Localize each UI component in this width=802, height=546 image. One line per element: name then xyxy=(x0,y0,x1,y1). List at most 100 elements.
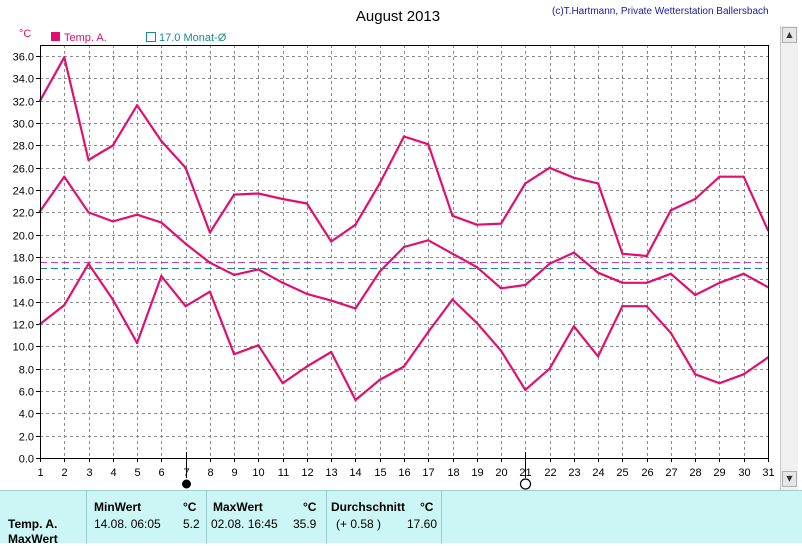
y-tick-label: 18.0 xyxy=(13,253,34,265)
data-point-avg xyxy=(112,220,114,222)
x-tick-label: 17 xyxy=(422,467,434,479)
x-tick-label: 8 xyxy=(207,467,213,479)
y-tick-label: 24.0 xyxy=(13,186,34,198)
data-point-max xyxy=(330,240,332,242)
data-point-max xyxy=(670,209,672,211)
data-point-max xyxy=(403,135,405,137)
x-tick-label: 12 xyxy=(301,467,313,479)
y-tick-label: 8.0 xyxy=(19,365,34,377)
y-tick-label: 2.0 xyxy=(19,432,34,444)
x-tick-label: 31 xyxy=(762,467,774,479)
data-point-min xyxy=(476,322,478,324)
x-tick-label: 5 xyxy=(134,467,140,479)
data-point-min xyxy=(548,368,550,370)
data-point-avg xyxy=(427,239,429,241)
data-point-min xyxy=(646,305,648,307)
legend: Temp. A. 17.0 Monat-Ø xyxy=(51,32,227,44)
avg-header: Durchschnitt xyxy=(331,500,405,514)
data-point-avg xyxy=(257,268,259,270)
x-tick-label: 15 xyxy=(374,467,386,479)
data-point-min xyxy=(500,350,502,352)
data-point-min xyxy=(354,399,356,401)
series-line-min xyxy=(40,264,768,400)
x-tick-label: 11 xyxy=(278,467,289,479)
data-point-min xyxy=(282,382,284,384)
data-point-avg xyxy=(306,293,308,295)
vertical-scrollbar[interactable]: ▲ ▼ xyxy=(780,26,798,490)
x-tick-label: 18 xyxy=(447,467,459,479)
data-point-max xyxy=(500,222,502,224)
x-tick-label: 16 xyxy=(398,467,410,479)
data-point-max xyxy=(63,56,65,58)
data-point-max xyxy=(646,255,648,257)
data-point-avg xyxy=(476,266,478,268)
row-label-maxwert: MaxWert xyxy=(8,532,58,546)
data-point-min xyxy=(87,263,89,265)
y-tick-label: 14.0 xyxy=(13,298,34,310)
y-tick-label: 20.0 xyxy=(13,231,34,243)
y-tick-label: 4.0 xyxy=(19,409,34,421)
min-header: MinWert xyxy=(94,500,141,514)
max-value: 35.9 xyxy=(293,517,316,531)
data-point-avg xyxy=(136,214,138,216)
full-moon-icon xyxy=(521,479,531,489)
avg-value: 17.60 xyxy=(407,517,437,531)
grid xyxy=(40,45,769,459)
data-point-min xyxy=(306,365,308,367)
x-tick-label: 26 xyxy=(641,467,653,479)
scroll-up-icon[interactable]: ▲ xyxy=(782,27,797,43)
y-tick-label: 26.0 xyxy=(13,164,34,176)
y-tick-label: 28.0 xyxy=(13,141,34,153)
data-point-avg xyxy=(670,273,672,275)
data-point-min xyxy=(184,305,186,307)
data-point-min xyxy=(718,382,720,384)
copyright-text: (c)T.Hartmann, Private Wetterstation Bal… xyxy=(552,6,769,17)
data-point-min xyxy=(573,325,575,327)
x-tick-label: 29 xyxy=(713,467,725,479)
data-point-min xyxy=(427,331,429,333)
data-point-max xyxy=(548,167,550,169)
temperature-chart: August 2013 (c)T.Hartmann, Private Wette… xyxy=(0,0,802,490)
y-tick-label: 30.0 xyxy=(13,119,34,131)
min-unit: °C xyxy=(183,500,196,514)
row-label-temp: Temp. A. xyxy=(8,517,57,531)
max-unit: °C xyxy=(303,500,316,514)
x-tick-label: 10 xyxy=(252,467,264,479)
data-point-min xyxy=(403,365,405,367)
data-point-max xyxy=(233,193,235,195)
data-point-max xyxy=(136,104,138,106)
legend-avg-label: 17.0 Monat-Ø xyxy=(159,32,227,44)
data-point-max xyxy=(209,231,211,233)
legend-temp-swatch xyxy=(51,32,60,41)
data-point-avg xyxy=(743,273,745,275)
data-point-max xyxy=(282,198,284,200)
data-point-max xyxy=(257,192,259,194)
data-point-max xyxy=(718,176,720,178)
data-point-max xyxy=(597,182,599,184)
y-axis: 0.0 2.0 4.0 6.0 8.0 10.0 12.0 14.0 16.0 18.0 20.0 2… xyxy=(13,52,40,466)
data-point-avg xyxy=(646,282,648,284)
data-point-min xyxy=(209,291,211,293)
y-tick-label: 6.0 xyxy=(19,387,34,399)
data-point-avg xyxy=(330,299,332,301)
x-tick-label: 28 xyxy=(689,467,701,479)
data-point-avg xyxy=(63,176,65,178)
data-point-max xyxy=(451,215,453,217)
data-point-max xyxy=(427,143,429,145)
data-point-min xyxy=(112,298,114,300)
x-tick-label: 25 xyxy=(616,467,628,479)
data-point-avg xyxy=(694,294,696,296)
data-point-max xyxy=(184,167,186,169)
data-point-avg xyxy=(282,282,284,284)
x-axis: 1234567891011121314151617181920212223242… xyxy=(37,458,774,479)
x-tick-label: 30 xyxy=(738,467,750,479)
data-point-min xyxy=(136,342,138,344)
x-tick-label: 20 xyxy=(495,467,507,479)
data-point-avg xyxy=(573,251,575,253)
data-point-min xyxy=(743,373,745,375)
data-point-min xyxy=(330,351,332,353)
scroll-down-icon[interactable]: ▼ xyxy=(782,471,797,487)
legend-temp-label: Temp. A. xyxy=(64,32,107,44)
min-datetime: 14.08. 06:05 xyxy=(94,517,161,531)
data-point-min xyxy=(524,389,526,391)
